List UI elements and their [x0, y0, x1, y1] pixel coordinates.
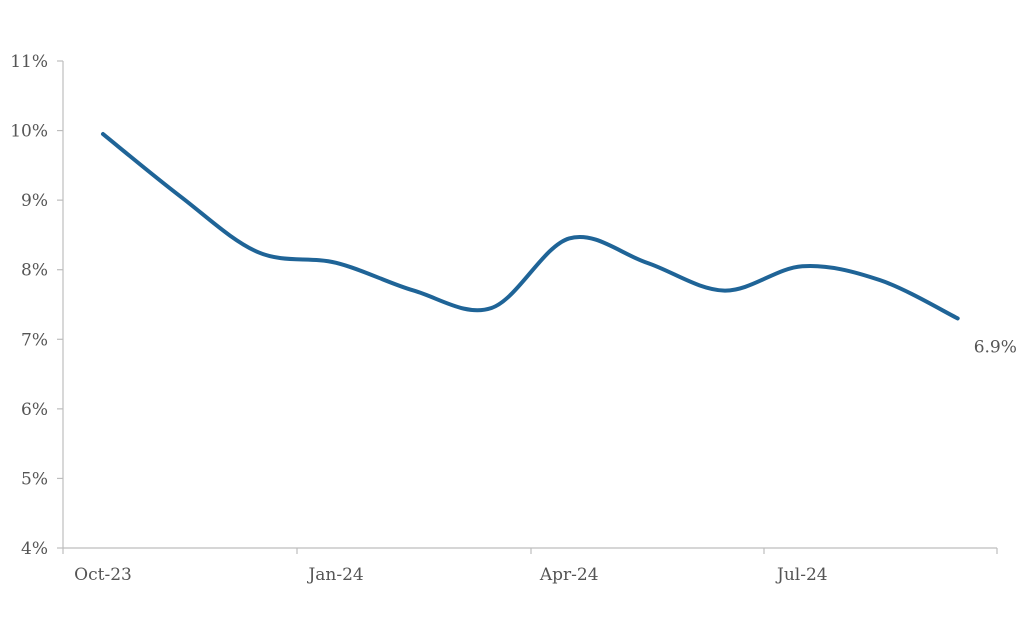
y-tick-label: 4% [21, 539, 48, 559]
series-line [101, 132, 960, 321]
y-axis-ticks: 4% 5% 6% 7% 8% 9% 10% 11% [10, 52, 63, 559]
end-value-label: 6.9% [974, 337, 1017, 357]
x-tick-label: Apr-24 [539, 565, 599, 585]
x-tick-label: Jul-24 [775, 565, 828, 585]
y-tick-label: 7% [21, 330, 48, 350]
y-tick-label: 8% [21, 261, 48, 281]
y-tick-label: 10% [10, 122, 48, 142]
y-tick-label: 9% [21, 191, 48, 211]
x-tick-label: Oct-23 [74, 565, 132, 585]
x-tick-label: Jan-24 [306, 565, 363, 585]
x-axis-ticks: Oct-23 Jan-24 Apr-24 Jul-24 [62, 548, 998, 585]
y-tick-label: 11% [10, 52, 48, 72]
y-tick-label: 6% [21, 400, 48, 420]
y-tick-label: 5% [21, 469, 48, 489]
